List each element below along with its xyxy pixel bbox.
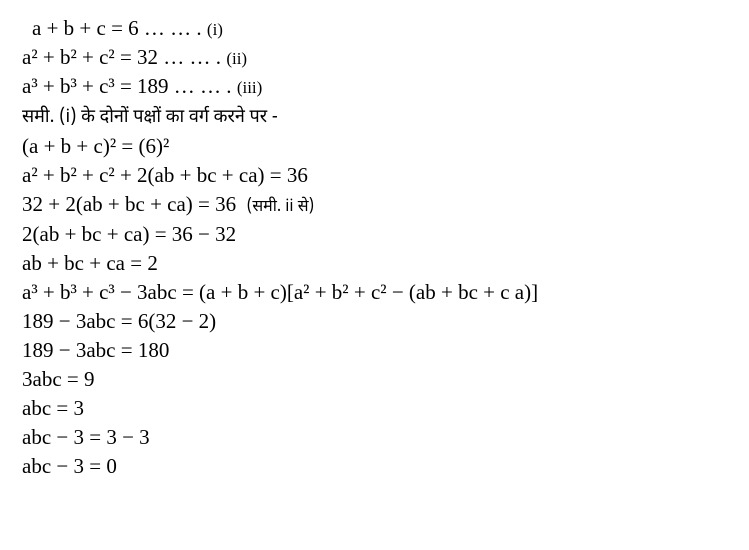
step-line-5: (a + b + c)² = (6)² <box>18 134 731 159</box>
step-line-8: 2(ab + bc + ca) = 36 − 32 <box>18 222 731 247</box>
eq-1-ref: (i) <box>207 20 223 39</box>
step-line-14: abc = 3 <box>18 396 731 421</box>
step-16-math: abc − 3 = 0 <box>22 454 117 478</box>
step-line-16: abc − 3 = 0 <box>18 454 731 479</box>
equation-line-3: a³ + b³ + c³ = 189 … … . (iii) <box>18 74 731 99</box>
step-line-13: 3abc = 9 <box>18 367 731 392</box>
equation-line-2: a² + b² + c² = 32 … … . (ii) <box>18 45 731 70</box>
step-14-math: abc = 3 <box>22 396 84 420</box>
step-7-ref: (समी. ii से) <box>247 197 315 218</box>
step-line-7: 32 + 2(ab + bc + ca) = 36 (समी. ii से) <box>18 192 731 218</box>
eq-2-math: a² + b² + c² = 32 … … . <box>22 45 221 69</box>
step-line-11: 189 − 3abc = 6(32 − 2) <box>18 309 731 334</box>
step-8-math: 2(ab + bc + ca) = 36 − 32 <box>22 222 236 246</box>
equation-line-1: a + b + c = 6 … … . (i) <box>18 16 731 41</box>
step-12-math: 189 − 3abc = 180 <box>22 338 169 362</box>
step-7-math: 32 + 2(ab + bc + ca) = 36 <box>22 192 236 216</box>
step-15-math: abc − 3 = 3 − 3 <box>22 425 150 449</box>
step-9-math: ab + bc + ca = 2 <box>22 251 158 275</box>
step-5-math: (a + b + c)² = (6)² <box>22 134 169 158</box>
instruction-text: समी. (i) के दोनों पक्षों का वर्ग करने पर… <box>22 107 278 130</box>
step-line-15: abc − 3 = 3 − 3 <box>18 425 731 450</box>
step-line-10: a³ + b³ + c³ − 3abc = (a + b + c)[a² + b… <box>18 280 731 305</box>
step-line-9: ab + bc + ca = 2 <box>18 251 731 276</box>
step-line-6: a² + b² + c² + 2(ab + bc + ca) = 36 <box>18 163 731 188</box>
eq-3-math: a³ + b³ + c³ = 189 … … . <box>22 74 232 98</box>
eq-3-ref: (iii) <box>237 78 263 97</box>
instruction-line: समी. (i) के दोनों पक्षों का वर्ग करने पर… <box>18 103 731 130</box>
step-11-math: 189 − 3abc = 6(32 − 2) <box>22 309 216 333</box>
eq-2-ref: (ii) <box>226 49 247 68</box>
step-6-math: a² + b² + c² + 2(ab + bc + ca) = 36 <box>22 163 308 187</box>
step-line-12: 189 − 3abc = 180 <box>18 338 731 363</box>
step-13-math: 3abc = 9 <box>22 367 95 391</box>
step-10-math: a³ + b³ + c³ − 3abc = (a + b + c)[a² + b… <box>22 280 538 304</box>
eq-1-math: a + b + c = 6 … … . <box>32 16 202 40</box>
